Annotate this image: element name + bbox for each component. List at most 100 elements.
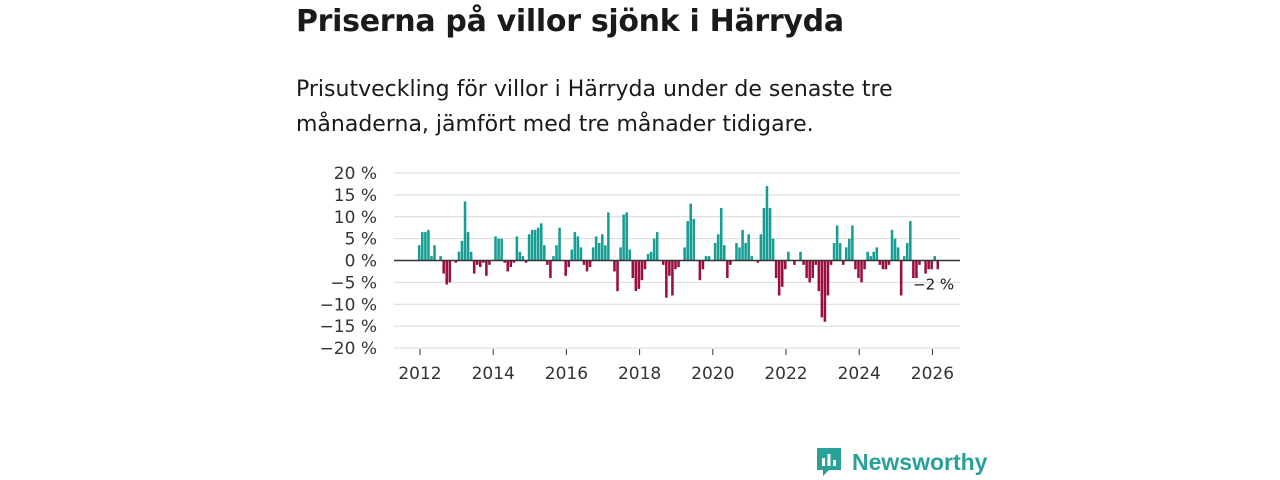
bar [762, 208, 766, 261]
bar [533, 229, 537, 261]
bar [457, 251, 461, 261]
x-tick-label: 2014 [472, 364, 515, 384]
bar [872, 251, 875, 261]
bar [677, 260, 680, 268]
bar [625, 212, 628, 261]
x-tick-label: 2018 [618, 364, 661, 384]
last-value-annotation: −2 % [913, 275, 954, 293]
bar [838, 243, 842, 261]
bar-series [418, 186, 940, 322]
bar [421, 232, 424, 261]
bar [915, 260, 918, 278]
bar [848, 238, 851, 261]
bar [814, 260, 818, 265]
bar [875, 247, 879, 261]
y-tick-label: 15 % [334, 186, 377, 206]
bar [857, 260, 860, 278]
bar [799, 251, 802, 261]
bar [445, 260, 448, 285]
y-axis-labels: 20 %15 %10 %5 %0 %−5 %−10 %−15 %−20 % [320, 164, 377, 359]
bar [628, 249, 631, 261]
bar [518, 251, 522, 261]
bar [543, 245, 546, 261]
bar [418, 245, 421, 261]
bar [475, 260, 479, 265]
bar [430, 256, 433, 261]
bar [479, 260, 482, 268]
bar [820, 260, 824, 318]
bar [674, 260, 677, 270]
bar [683, 247, 686, 261]
bar [588, 260, 592, 268]
bar [692, 218, 696, 261]
bar [433, 245, 436, 261]
bar [536, 227, 540, 261]
bar [424, 232, 427, 261]
bar [509, 260, 513, 268]
bar [909, 221, 912, 261]
bar [817, 260, 821, 292]
bar [933, 256, 936, 261]
x-tick-label: 2020 [691, 364, 734, 384]
bar [808, 260, 811, 283]
bar [899, 260, 903, 296]
bar [594, 236, 598, 261]
bar [607, 212, 610, 261]
y-tick-label: −15 % [320, 317, 377, 337]
bar [546, 260, 549, 265]
newsworthy-logo-text: Newsworthy [852, 448, 988, 475]
bar [726, 260, 729, 278]
bar [558, 227, 561, 261]
bar [665, 260, 668, 298]
bar [805, 260, 808, 278]
bar [591, 247, 595, 261]
bar [512, 260, 516, 263]
bar [631, 260, 635, 278]
bar [777, 260, 781, 296]
bar [698, 260, 702, 281]
bar [448, 260, 452, 283]
bar [555, 245, 558, 261]
bar [497, 238, 500, 261]
bar [902, 256, 906, 261]
bar [655, 232, 659, 261]
bar [723, 245, 726, 261]
bar [918, 260, 921, 265]
bar [768, 208, 772, 261]
y-tick-label: 20 % [334, 164, 377, 184]
bar [652, 238, 656, 261]
bar [521, 256, 525, 261]
bar [854, 260, 857, 270]
bar [524, 260, 528, 263]
bar [506, 260, 509, 272]
bar [771, 238, 775, 261]
bar [924, 260, 927, 274]
bar [744, 243, 747, 261]
bar-chart: 20 %15 %10 %5 %0 %−5 %−10 %−15 %−20 % 20… [320, 164, 960, 384]
chart-subtitle: Prisutveckling för villor i Härryda unde… [296, 77, 893, 137]
bar [784, 260, 787, 270]
bar [811, 260, 814, 278]
bar [774, 260, 778, 278]
bar [747, 234, 750, 261]
bar [613, 260, 616, 272]
bar [912, 260, 915, 278]
bar [927, 260, 930, 270]
bar [472, 260, 476, 274]
bar [503, 260, 506, 263]
bar [604, 245, 607, 261]
bar [576, 236, 580, 261]
bar [454, 260, 458, 263]
y-tick-label: −20 % [320, 339, 377, 359]
bar [540, 223, 543, 261]
x-tick-label: 2024 [838, 364, 881, 384]
bar [759, 234, 763, 261]
y-tick-label: 10 % [334, 208, 377, 228]
bar [741, 229, 744, 261]
bar [707, 256, 711, 261]
bar [835, 225, 839, 261]
bar [466, 232, 470, 261]
bar [930, 260, 933, 270]
bar [878, 260, 882, 265]
bar [622, 214, 625, 261]
